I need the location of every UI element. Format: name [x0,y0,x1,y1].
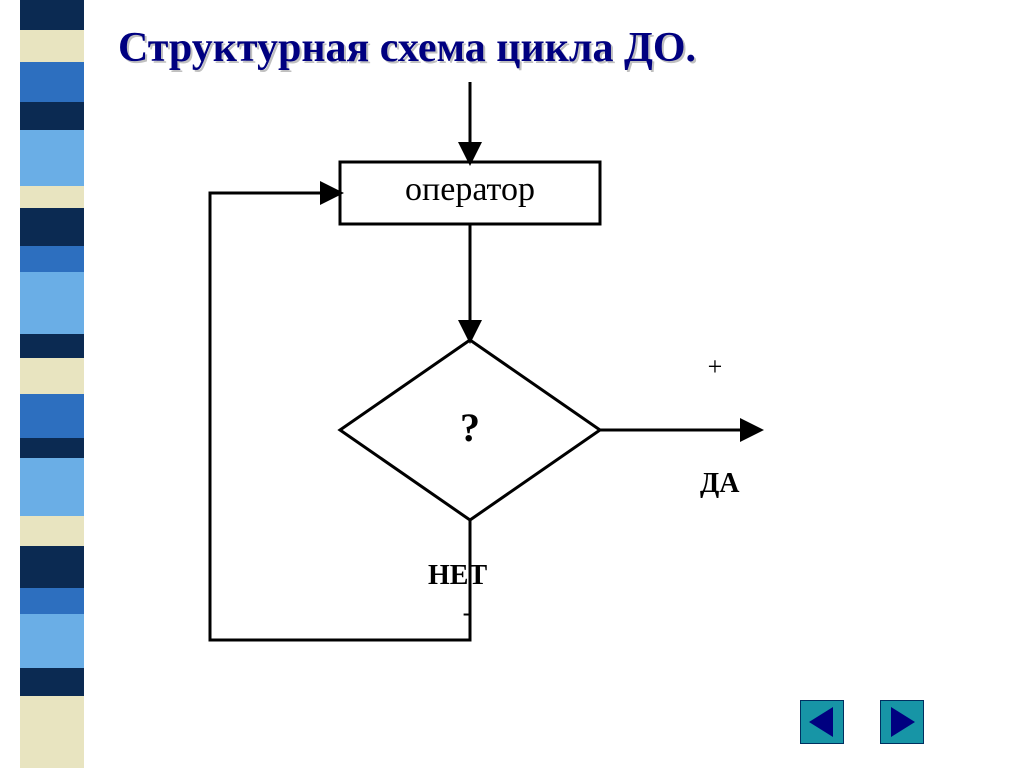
flowchart-svg [0,0,1024,768]
slide-stage: Структурная схема цикла ДО. оператор ? +… [0,0,1024,768]
plus-label: + [700,352,730,382]
no-label: НЕТ [428,560,487,592]
triangle-right-icon [881,701,923,743]
triangle-left-icon [801,701,843,743]
next-button[interactable] [880,700,924,744]
process-label: оператор [350,171,590,209]
prev-button[interactable] [800,700,844,744]
decision-label: ? [430,404,510,451]
minus-label: - [452,598,482,628]
yes-label: ДА [700,468,739,500]
